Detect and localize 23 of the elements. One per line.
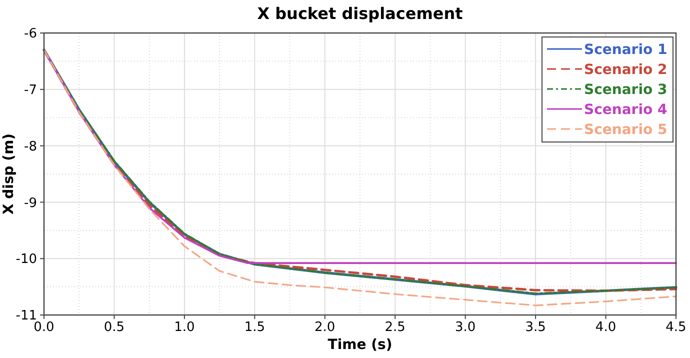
x-tick-label: 2.5 (384, 320, 406, 335)
y-axis-title: X disp (m) (1, 133, 17, 215)
x-tick-label: 4.5 (666, 320, 686, 335)
y-tick-label: -8 (24, 139, 37, 154)
x-tick-label: 1.0 (174, 320, 195, 335)
legend-label: Scenario 4 (584, 102, 668, 118)
y-tick-label: -9 (24, 196, 37, 211)
legend-label: Scenario 1 (584, 42, 668, 58)
legend-label: Scenario 2 (584, 62, 668, 78)
legend-label: Scenario 3 (584, 82, 668, 98)
x-axis-title: Time (s) (328, 337, 392, 353)
legend-label: Scenario 5 (584, 122, 668, 138)
x-tick-label: 3.5 (525, 320, 546, 335)
chart-title: X bucket displacement (257, 4, 464, 23)
x-tick-label: 4.0 (595, 320, 616, 335)
x-tick-label: 3.0 (454, 320, 476, 335)
x-tick-label: 0.0 (34, 320, 54, 335)
x-tick-label: 1.5 (244, 320, 266, 335)
x-tick-label: 2.0 (314, 320, 336, 335)
y-tick-label: -10 (16, 252, 37, 268)
y-tick-label: -7 (24, 82, 37, 98)
x-tick-label: 0.5 (104, 320, 125, 335)
y-tick-label: -6 (24, 26, 37, 42)
